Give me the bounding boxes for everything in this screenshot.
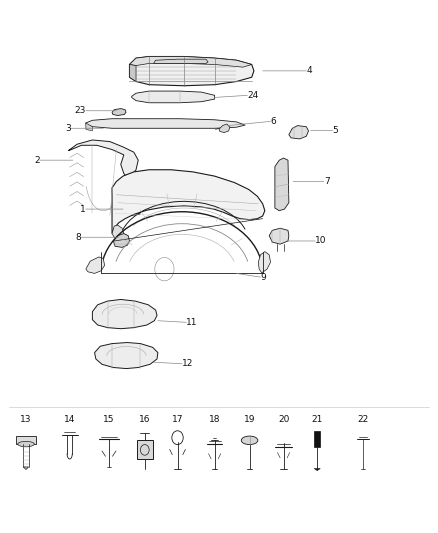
Text: 9: 9 bbox=[261, 273, 266, 281]
Polygon shape bbox=[86, 257, 105, 273]
Polygon shape bbox=[68, 140, 143, 215]
Text: 5: 5 bbox=[332, 126, 338, 135]
Polygon shape bbox=[153, 59, 208, 63]
Polygon shape bbox=[289, 126, 308, 139]
Polygon shape bbox=[269, 228, 289, 244]
Polygon shape bbox=[112, 109, 126, 116]
Polygon shape bbox=[130, 56, 252, 67]
Text: 21: 21 bbox=[311, 415, 323, 424]
Text: 1: 1 bbox=[80, 205, 86, 214]
Text: 23: 23 bbox=[74, 106, 86, 115]
Text: 3: 3 bbox=[65, 124, 71, 133]
Text: 10: 10 bbox=[315, 237, 327, 246]
Text: 14: 14 bbox=[64, 415, 75, 424]
Text: 20: 20 bbox=[278, 415, 290, 424]
Text: 17: 17 bbox=[172, 415, 183, 424]
Polygon shape bbox=[137, 440, 152, 459]
Text: 4: 4 bbox=[306, 67, 312, 75]
Ellipse shape bbox=[241, 436, 258, 445]
Polygon shape bbox=[23, 467, 28, 470]
Text: 22: 22 bbox=[357, 415, 369, 424]
Polygon shape bbox=[132, 91, 215, 103]
Polygon shape bbox=[112, 169, 265, 233]
Polygon shape bbox=[113, 233, 130, 247]
Polygon shape bbox=[86, 119, 245, 128]
Text: 24: 24 bbox=[247, 91, 258, 100]
Polygon shape bbox=[16, 436, 35, 443]
Polygon shape bbox=[112, 225, 124, 240]
Polygon shape bbox=[258, 252, 271, 273]
Polygon shape bbox=[130, 56, 254, 86]
Polygon shape bbox=[219, 124, 230, 133]
Polygon shape bbox=[95, 343, 158, 368]
Text: 12: 12 bbox=[182, 359, 193, 368]
Polygon shape bbox=[130, 64, 136, 82]
Text: 18: 18 bbox=[209, 415, 220, 424]
Bar bbox=[314, 431, 320, 447]
Text: 11: 11 bbox=[186, 318, 198, 327]
Text: 8: 8 bbox=[76, 233, 81, 242]
Polygon shape bbox=[86, 123, 92, 131]
Text: 13: 13 bbox=[20, 415, 32, 424]
Polygon shape bbox=[314, 469, 320, 471]
Text: 7: 7 bbox=[324, 177, 329, 186]
Text: 6: 6 bbox=[271, 117, 276, 126]
Text: 16: 16 bbox=[139, 415, 151, 424]
Text: 15: 15 bbox=[103, 415, 115, 424]
Ellipse shape bbox=[18, 441, 34, 447]
Text: 2: 2 bbox=[34, 156, 40, 165]
Text: 19: 19 bbox=[244, 415, 255, 424]
Polygon shape bbox=[92, 300, 157, 329]
Polygon shape bbox=[275, 158, 289, 211]
